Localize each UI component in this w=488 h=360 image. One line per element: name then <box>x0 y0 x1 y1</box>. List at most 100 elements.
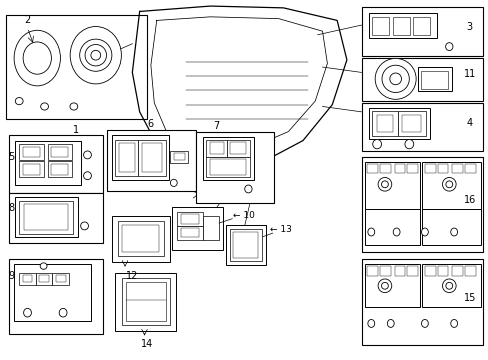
Circle shape <box>377 279 391 293</box>
Text: 16: 16 <box>463 195 475 205</box>
Bar <box>9 135 103 193</box>
Bar <box>47 144 72 160</box>
Ellipse shape <box>15 98 23 105</box>
Bar <box>407 164 417 173</box>
Bar <box>39 275 49 282</box>
Bar <box>233 231 257 258</box>
Bar <box>177 226 203 240</box>
Bar <box>181 228 199 237</box>
Bar <box>203 216 219 240</box>
Bar <box>112 216 170 262</box>
Bar <box>177 212 203 226</box>
Bar <box>229 229 261 261</box>
Bar <box>51 147 68 157</box>
Circle shape <box>445 282 452 289</box>
Bar <box>172 207 222 250</box>
Bar <box>118 221 163 256</box>
Circle shape <box>374 58 415 99</box>
Bar <box>122 225 159 252</box>
Bar <box>424 266 435 276</box>
Bar <box>115 273 176 330</box>
Bar <box>366 266 377 276</box>
Bar <box>451 266 462 276</box>
Bar <box>225 225 266 265</box>
Bar <box>36 273 52 285</box>
Bar <box>451 164 462 173</box>
Bar <box>170 150 188 163</box>
Bar <box>19 201 73 234</box>
Bar <box>5 15 147 119</box>
Circle shape <box>442 177 455 191</box>
Bar <box>112 135 168 180</box>
Bar <box>412 17 429 35</box>
Ellipse shape <box>445 42 452 50</box>
Ellipse shape <box>450 319 457 327</box>
Ellipse shape <box>23 42 51 74</box>
Text: 12: 12 <box>126 271 138 281</box>
Ellipse shape <box>59 309 67 317</box>
Bar <box>181 214 199 224</box>
Bar <box>464 164 475 173</box>
Bar <box>107 130 195 191</box>
Bar <box>407 266 417 276</box>
Bar <box>394 164 405 173</box>
Bar <box>195 132 273 203</box>
Text: 14: 14 <box>141 339 153 349</box>
Ellipse shape <box>244 185 251 193</box>
Text: 1: 1 <box>73 125 79 135</box>
Bar <box>368 108 429 139</box>
Ellipse shape <box>81 222 88 230</box>
Text: 2: 2 <box>24 15 31 26</box>
Bar <box>9 193 103 243</box>
Bar <box>9 259 103 334</box>
Circle shape <box>377 177 391 191</box>
Bar <box>437 266 447 276</box>
Bar <box>365 209 419 244</box>
Ellipse shape <box>386 319 393 327</box>
Bar <box>437 164 447 173</box>
Ellipse shape <box>450 228 457 236</box>
Circle shape <box>445 181 452 188</box>
Circle shape <box>389 73 401 85</box>
Bar <box>226 140 250 157</box>
Bar <box>206 140 226 157</box>
Ellipse shape <box>23 309 31 317</box>
Ellipse shape <box>170 179 177 186</box>
Text: 4: 4 <box>466 118 472 128</box>
Ellipse shape <box>421 228 427 236</box>
Bar <box>15 140 81 185</box>
Ellipse shape <box>421 319 427 327</box>
Bar <box>366 164 377 173</box>
Bar <box>19 273 36 285</box>
Bar <box>392 17 409 35</box>
Text: ← 13: ← 13 <box>269 225 291 234</box>
Bar <box>397 111 425 136</box>
Text: 15: 15 <box>463 293 475 303</box>
Ellipse shape <box>367 319 374 327</box>
Ellipse shape <box>83 151 91 159</box>
Bar <box>417 67 451 91</box>
Bar <box>229 142 246 154</box>
Bar <box>14 264 91 320</box>
Bar <box>19 144 43 160</box>
Bar <box>138 140 165 176</box>
Bar <box>15 197 78 237</box>
Bar <box>22 147 40 157</box>
Bar <box>401 116 420 132</box>
Circle shape <box>91 50 101 60</box>
Bar <box>361 259 483 345</box>
Bar <box>173 153 184 160</box>
Bar <box>119 143 135 172</box>
Text: 5: 5 <box>8 152 15 162</box>
Bar <box>379 266 390 276</box>
Bar <box>361 7 483 56</box>
Text: 3: 3 <box>466 22 472 32</box>
Bar <box>394 266 405 276</box>
Bar <box>464 266 475 276</box>
Ellipse shape <box>392 228 399 236</box>
Text: ← 10: ← 10 <box>232 211 254 220</box>
Bar <box>51 164 68 175</box>
Ellipse shape <box>404 139 413 149</box>
Bar <box>52 273 69 285</box>
Bar <box>206 157 250 177</box>
